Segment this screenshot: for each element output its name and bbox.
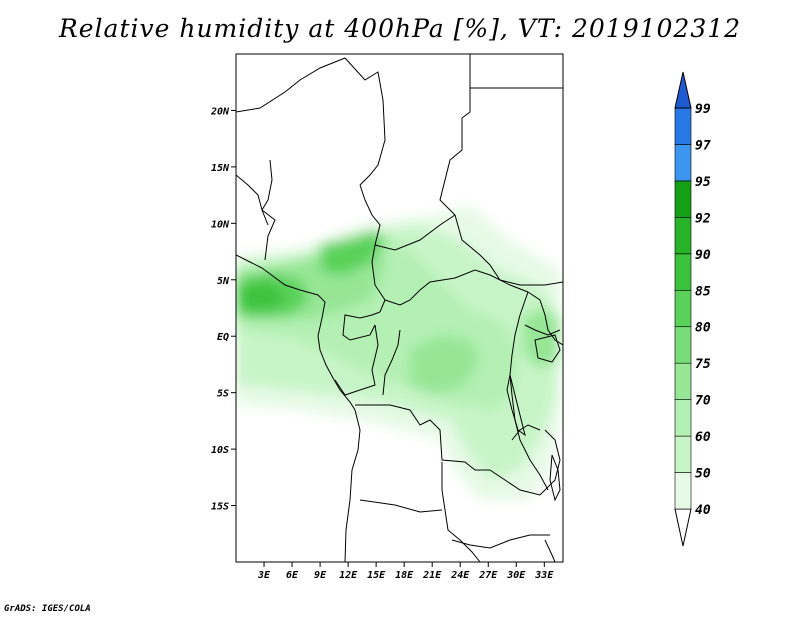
colorbar-label: 60: [695, 430, 711, 445]
lon-tick-label: 6E: [286, 570, 299, 581]
colorbar-segment: [674, 472, 692, 510]
lat-tick-label: 10N: [211, 219, 230, 230]
colorbar-label: 99: [695, 102, 711, 117]
grads-credit: GrADS: IGES/COLA: [4, 604, 91, 614]
colorbar-segment: [674, 435, 692, 473]
lake-malawi: [549, 454, 561, 502]
colorbar-segment: [674, 144, 692, 182]
lon-tick-label: 21E: [422, 570, 442, 581]
lat-tick-label: 5N: [217, 276, 230, 287]
humidity-area-80b: [320, 230, 385, 275]
colorbar-segment: [674, 289, 692, 328]
chart-title: Relative humidity at 400hPa [%], VT: 201…: [58, 14, 742, 43]
colorbar-label: 70: [695, 394, 711, 409]
humidity-area-70b: [410, 335, 480, 395]
humidity-area-85: [240, 282, 285, 310]
lon-tick-label: 9E: [314, 570, 327, 581]
lake-victoria: [534, 334, 561, 363]
colorbar-label: 97: [695, 138, 711, 153]
colorbar-label: 80: [695, 321, 711, 336]
lon-tick-label: 30E: [506, 570, 526, 581]
latitude-axis: 20N 15N 10N 5N EQ 5S 10S 15S: [210, 106, 236, 513]
humidity-field: [236, 205, 563, 500]
lon-tick-label: 27E: [478, 570, 498, 581]
colorbar-lower-extension: [674, 508, 692, 547]
colorbar-segment: [674, 180, 692, 218]
longitude-axis: 3E 6E 9E 12E 15E 18E 21E 24E 27E 30E 33E: [257, 562, 554, 581]
lat-tick-label: 20N: [210, 106, 230, 117]
colorbar-upper-extension: [674, 71, 692, 109]
colorbar-segment: [674, 107, 692, 145]
lat-tick-label: 15S: [211, 502, 229, 513]
colorbar-label: 75: [695, 357, 711, 372]
humidity-area-70c: [520, 305, 560, 370]
colorbar-label: 50: [695, 467, 711, 482]
colorbar-label: 85: [695, 284, 711, 299]
lon-tick-label: 33E: [534, 570, 554, 581]
colorbar-segment: [674, 217, 692, 255]
colorbar: 40 50 60 70 75 80 85 90 92 95 97 99: [674, 71, 711, 547]
colorbar-segment: [674, 399, 692, 437]
lat-tick-label: 5S: [217, 389, 229, 400]
colorbar-label: 40: [695, 503, 711, 518]
lat-tick-label: 15N: [211, 163, 230, 174]
map-frame: [235, 53, 564, 563]
colorbar-segment: [674, 253, 692, 291]
colorbar-label: 95: [695, 175, 711, 190]
lat-tick-label: EQ: [217, 332, 229, 343]
lakes: [506, 334, 561, 502]
lon-tick-label: 12E: [339, 570, 358, 581]
colorbar-label: 92: [695, 211, 711, 226]
lon-tick-label: 24E: [450, 570, 470, 581]
lon-tick-label: 15E: [367, 570, 386, 581]
colorbar-label: 90: [695, 248, 711, 263]
country-borders: [236, 54, 563, 562]
lon-tick-label: 18E: [395, 570, 414, 581]
lat-tick-label: 10S: [211, 445, 229, 456]
colorbar-segment: [674, 362, 692, 400]
lon-tick-label: 3E: [257, 570, 271, 581]
lake-tanganyika: [506, 374, 526, 437]
colorbar-segment: [674, 326, 692, 364]
